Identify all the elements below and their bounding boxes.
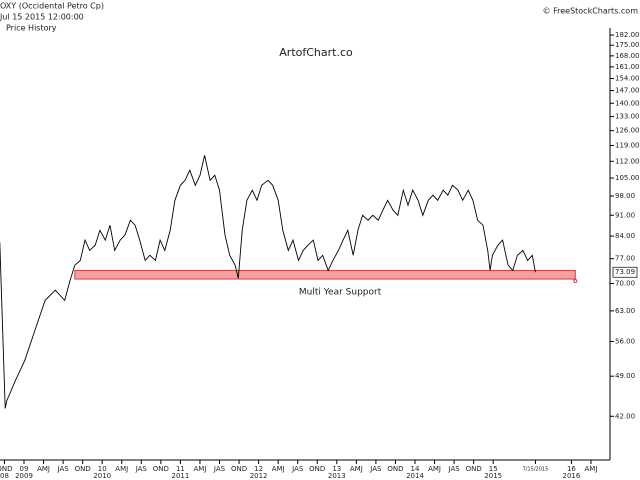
x-tick-label: OND xyxy=(387,465,403,473)
x-tick-label: AMJ xyxy=(115,465,128,473)
x-year-label: 2015 xyxy=(484,472,502,480)
x-tick-label: OND xyxy=(231,465,247,473)
y-tick-label: 63.00 xyxy=(615,307,635,315)
price-tag xyxy=(612,266,638,278)
y-tick-label: 175.00 xyxy=(615,41,640,49)
y-tick-label: 133.00 xyxy=(615,113,640,121)
y-tick-label: 140.00 xyxy=(615,99,640,107)
y-tick-label: 42.00 xyxy=(615,412,635,420)
source: © FreeStockCharts.com xyxy=(543,7,639,16)
y-tick-label: 56.00 xyxy=(615,337,635,345)
chart-subtitle: Jul 15 2015 12:00:00 xyxy=(0,13,84,22)
x-year-label: 2011 xyxy=(171,472,189,480)
x-tick-label: 14 xyxy=(411,465,420,473)
x-tick-label: AMJ xyxy=(584,465,597,473)
x-tick-label: 12 xyxy=(254,465,263,473)
y-tick-label: 84.00 xyxy=(615,232,635,240)
price-line xyxy=(0,155,536,409)
support-handle xyxy=(573,279,578,284)
x-tick-label: AMJ xyxy=(194,465,207,473)
x-tick-label: AMJ xyxy=(37,465,50,473)
y-tick-label: 112.00 xyxy=(615,157,640,165)
x-tick-label: JAS xyxy=(369,465,382,473)
x-year-label: 2009 xyxy=(15,472,33,480)
panel-label: Price History xyxy=(6,24,57,33)
x-tick-label: JAS xyxy=(213,465,226,473)
y-tick-label: 49.00 xyxy=(615,372,635,380)
y-tick-label: 77.00 xyxy=(615,255,635,263)
x-tick-label: AMJ xyxy=(272,465,285,473)
x-tick-label: 10 xyxy=(98,465,107,473)
x-tick-label: JAS xyxy=(291,465,304,473)
x-tick-label: 11 xyxy=(176,465,185,473)
y-tick-label: 147.00 xyxy=(615,87,640,95)
x-year-label: 2016 xyxy=(562,472,580,480)
y-tick-label: 70.00 xyxy=(615,279,635,287)
support-label: Multi Year Support xyxy=(299,288,382,298)
x-tick-label: JAS xyxy=(448,465,461,473)
y-tick-label: 119.00 xyxy=(615,142,640,150)
x-year-label: 2010 xyxy=(93,472,111,480)
x-tick-label: OND xyxy=(0,465,13,473)
watermark: ArtofChart.co xyxy=(279,46,353,59)
y-tick-label: 91.00 xyxy=(615,211,635,219)
x-year-label: 2014 xyxy=(406,472,424,480)
y-tick-label: 105.00 xyxy=(615,174,640,182)
x-tick-label: OND xyxy=(75,465,91,473)
x-tick-label: JAS xyxy=(57,465,70,473)
y-tick-label: 154.00 xyxy=(615,74,640,82)
x-tick-label: 13 xyxy=(332,465,341,473)
y-tick-label: 98.00 xyxy=(615,192,635,200)
y-tick-label: 182.00 xyxy=(615,31,640,39)
y-tick-label: 168.00 xyxy=(615,52,640,60)
x-tick-label: OND xyxy=(153,465,169,473)
support-band xyxy=(74,269,576,280)
x-tick-label: AMJ xyxy=(350,465,363,473)
y-tick-label: 161.00 xyxy=(615,63,640,71)
y-tick-label: 126.00 xyxy=(615,127,640,135)
price-tag-label: 73.09 xyxy=(615,268,635,276)
x-tick-label: 16 xyxy=(567,465,576,473)
x-year-label: 08 xyxy=(0,472,9,480)
x-tick-label: OND xyxy=(309,465,325,473)
x-tick-label: 7/15/2015 xyxy=(523,467,549,473)
chart-title: OXY (Occidental Petro Cp) xyxy=(0,2,104,11)
x-tick-label: 15 xyxy=(489,465,498,473)
x-year-label: 2013 xyxy=(328,472,346,480)
x-tick-label: AMJ xyxy=(428,465,441,473)
x-tick-label: 09 xyxy=(20,465,29,473)
x-year-label: 2012 xyxy=(250,472,268,480)
x-tick-label: JAS xyxy=(135,465,148,473)
x-tick-label: OND xyxy=(466,465,482,473)
